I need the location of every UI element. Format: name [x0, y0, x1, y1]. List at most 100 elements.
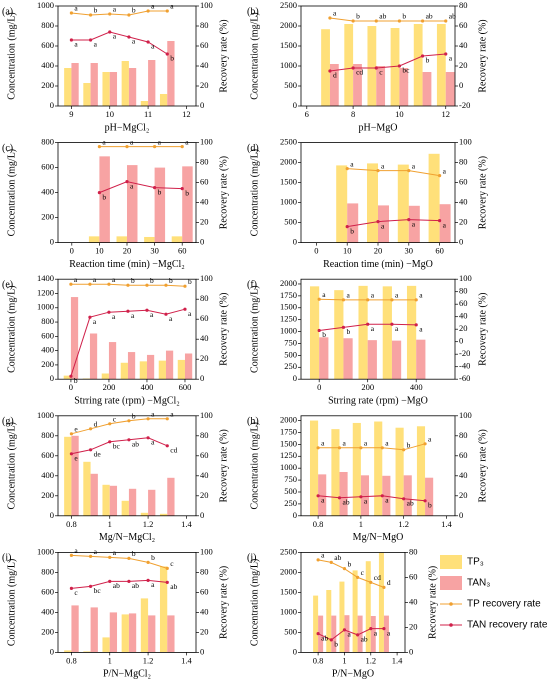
recovery-point [316, 632, 320, 636]
bar [109, 72, 118, 106]
x-tick-label: 60 [435, 246, 444, 256]
bar [334, 290, 344, 380]
recovery-point [180, 187, 184, 191]
x-tick-label: 1.4 [441, 519, 452, 529]
bar [128, 613, 137, 653]
panel-label: (b) [247, 6, 259, 17]
y-tick-label: 2500 [280, 546, 297, 556]
significance-letter: a [150, 310, 154, 319]
y-tick-label: 0 [50, 510, 54, 520]
y-tick-label: 600 [41, 40, 54, 50]
recovery-point [97, 145, 101, 149]
y2-tick-label: 60 [200, 586, 209, 596]
bar [390, 28, 400, 106]
recovery-point [407, 218, 411, 222]
recovery-point [127, 556, 131, 561]
bar [177, 359, 185, 380]
x-tick-label: 600 [179, 382, 192, 392]
y-tick-label: 1000 [37, 302, 54, 312]
x-axis-label: P/N−MgO [332, 669, 374, 680]
significance-letter: d [387, 578, 391, 587]
significance-letter: cd [356, 68, 363, 77]
bar [127, 165, 138, 243]
significance-letter: a [346, 291, 350, 300]
recovery-point [444, 52, 448, 56]
significance-letter: ab [407, 499, 414, 508]
significance-letter: e [74, 454, 78, 463]
y-tick-label: 1000 [280, 60, 297, 70]
recovery-point [356, 575, 360, 580]
y2-tick-label: 40 [200, 60, 209, 70]
bar [64, 68, 72, 106]
significance-letter: a [102, 137, 106, 146]
y2-tick-label: 100 [200, 546, 213, 556]
legend-swatch [440, 576, 462, 590]
y-tick-label: 1200 [37, 287, 54, 297]
recovery-point [380, 494, 384, 498]
recovery-point [345, 225, 349, 229]
bar [71, 63, 79, 106]
x-axis-label: Mg/N−MgO [353, 532, 404, 543]
bar [102, 484, 110, 516]
significance-letter: b [322, 330, 326, 339]
significance-letter: a [94, 547, 98, 556]
significance-letter: a [350, 159, 354, 168]
recovery-point [345, 167, 349, 171]
y-tick-label: 1500 [280, 438, 297, 448]
significance-letter: d [94, 420, 98, 429]
bar [445, 72, 455, 106]
x-axis-label: Strring rate (rpm) −MgCl₂ [74, 395, 180, 406]
significance-letter: a [387, 628, 391, 637]
bar [344, 615, 350, 653]
y2-tick-label: 20 [200, 217, 209, 227]
significance-letter: a [112, 275, 116, 284]
y-tick-label: 1000 [280, 326, 297, 336]
recovery-point [127, 438, 131, 442]
y-tick-label: 1000 [37, 410, 54, 420]
recovery-point [146, 560, 150, 565]
bar [331, 615, 337, 653]
y-tick-label: 1500 [280, 302, 297, 312]
x-tick-label: 10 [95, 246, 104, 256]
significance-letter: b [132, 6, 136, 15]
y-tick-label: 200 [41, 359, 54, 369]
bar [367, 340, 377, 380]
y-tick-label: 0 [50, 237, 54, 247]
x-axis-label: Strring rate (rpm) −MgO [328, 395, 428, 406]
bar [159, 566, 168, 653]
y-tick-label: 2000 [280, 157, 297, 167]
y2-tick-label: 80 [459, 0, 468, 10]
plot-frame [57, 552, 197, 653]
bar [140, 512, 149, 516]
recovery-line [347, 219, 440, 228]
y2-tick-label: 20 [459, 323, 468, 333]
bar [318, 615, 324, 653]
y2-tick-label: 0 [409, 646, 413, 656]
bar [395, 427, 404, 516]
y2-tick-label: 80 [200, 566, 209, 576]
y2-tick-label: 0 [200, 100, 204, 110]
recovery-point [69, 38, 74, 42]
bar [116, 236, 127, 243]
bar [309, 420, 319, 516]
recovery-point [423, 442, 427, 446]
recovery-point [108, 579, 112, 584]
significance-letter: a [381, 221, 385, 230]
significance-letter: a [113, 548, 117, 557]
recovery-point [88, 584, 93, 589]
significance-letter: a [188, 309, 192, 318]
x-axis-label: Reaction time (min) −MgCl₂ [69, 259, 185, 270]
recovery-point [374, 66, 378, 70]
y2-tick-label: 20 [459, 60, 468, 70]
plot-frame [57, 415, 197, 517]
bar [158, 360, 166, 380]
recovery-point [164, 283, 168, 287]
bar [121, 61, 129, 106]
significance-letter: b [151, 553, 155, 562]
significance-letter: a [381, 161, 385, 170]
recovery-point [359, 446, 363, 450]
y2-tick-label: -40 [459, 361, 470, 371]
bar [403, 475, 412, 516]
y2-tick-label: 40 [459, 40, 468, 50]
recovery-point [407, 169, 411, 173]
